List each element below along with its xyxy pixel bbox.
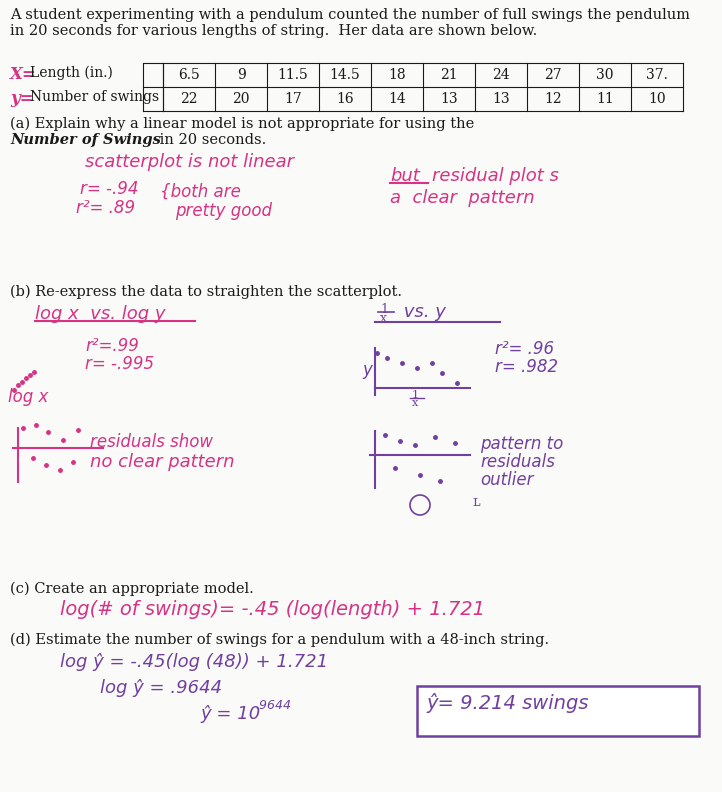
Text: 22: 22 (180, 92, 198, 106)
Text: 1: 1 (412, 390, 419, 400)
Text: {both are: {both are (160, 183, 241, 201)
Text: log x  vs. log y: log x vs. log y (35, 305, 165, 323)
Text: 1: 1 (380, 303, 388, 316)
Text: (b) Re-express the data to straighten the scatterplot.: (b) Re-express the data to straighten th… (10, 285, 402, 299)
Text: a  clear  pattern: a clear pattern (390, 189, 534, 207)
Text: r= -.995: r= -.995 (85, 355, 154, 373)
Text: 37.: 37. (646, 68, 668, 82)
Text: in 20 seconds.: in 20 seconds. (155, 133, 266, 147)
Text: no clear pattern: no clear pattern (90, 453, 235, 471)
Text: y: y (362, 361, 372, 379)
Text: residual plot s: residual plot s (432, 167, 559, 185)
Text: log ŷ = -.45(log (48)) + 1.721: log ŷ = -.45(log (48)) + 1.721 (60, 653, 328, 671)
Text: log(# of swings)= -.45 (log(length) + 1.721: log(# of swings)= -.45 (log(length) + 1.… (60, 600, 485, 619)
Text: log x: log x (8, 388, 48, 406)
Text: .9644: .9644 (255, 699, 291, 712)
Text: r= .982: r= .982 (495, 358, 558, 376)
Text: but: but (390, 167, 419, 185)
Text: 18: 18 (388, 68, 406, 82)
Text: 13: 13 (492, 92, 510, 106)
Text: log ŷ = .9644: log ŷ = .9644 (100, 679, 222, 697)
FancyBboxPatch shape (417, 686, 699, 736)
Text: (d) Estimate the number of swings for a pendulum with a 48-inch string.: (d) Estimate the number of swings for a … (10, 633, 549, 647)
Text: r= -.94: r= -.94 (80, 180, 139, 198)
Text: ʟ: ʟ (472, 495, 479, 509)
Text: r²= .96: r²= .96 (495, 340, 554, 358)
Text: pattern to: pattern to (480, 435, 563, 453)
Text: 11.5: 11.5 (278, 68, 308, 82)
Text: Length (in.): Length (in.) (30, 66, 113, 81)
Text: r²= .89: r²= .89 (76, 199, 135, 217)
Text: 21: 21 (440, 68, 458, 82)
Text: ŷ= 9.214 swings: ŷ= 9.214 swings (426, 693, 588, 713)
Text: (a) Explain why a linear model is not appropriate for using the: (a) Explain why a linear model is not ap… (10, 117, 479, 131)
Text: 12: 12 (544, 92, 562, 106)
Text: vs. y: vs. y (398, 303, 446, 321)
Text: ŷ = 10: ŷ = 10 (200, 705, 260, 723)
Text: 17: 17 (284, 92, 302, 106)
Text: 10: 10 (648, 92, 666, 106)
Text: 27: 27 (544, 68, 562, 82)
Text: 30: 30 (596, 68, 614, 82)
Text: scatterplot is not linear: scatterplot is not linear (85, 153, 294, 171)
Text: Number of swings: Number of swings (30, 90, 159, 104)
Text: 11: 11 (596, 92, 614, 106)
Text: 24: 24 (492, 68, 510, 82)
Text: y=: y= (10, 90, 33, 107)
Text: 14.5: 14.5 (330, 68, 360, 82)
Text: Number of Swings: Number of Swings (10, 133, 161, 147)
Text: residuals show: residuals show (90, 433, 213, 451)
Text: 16: 16 (336, 92, 354, 106)
Text: 14: 14 (388, 92, 406, 106)
Text: 6.5: 6.5 (178, 68, 200, 82)
Text: 9: 9 (237, 68, 245, 82)
Text: residuals: residuals (480, 453, 555, 471)
Text: 20: 20 (232, 92, 250, 106)
Text: (c) Create an appropriate model.: (c) Create an appropriate model. (10, 582, 253, 596)
Text: A student experimenting with a pendulum counted the number of full swings the pe: A student experimenting with a pendulum … (10, 8, 690, 38)
Text: x: x (380, 312, 387, 325)
Text: x: x (412, 398, 418, 408)
Text: 13: 13 (440, 92, 458, 106)
Text: outlier: outlier (480, 471, 534, 489)
Text: pretty good: pretty good (175, 202, 272, 220)
Text: r²=.99: r²=.99 (85, 337, 139, 355)
Text: X=: X= (10, 66, 37, 83)
